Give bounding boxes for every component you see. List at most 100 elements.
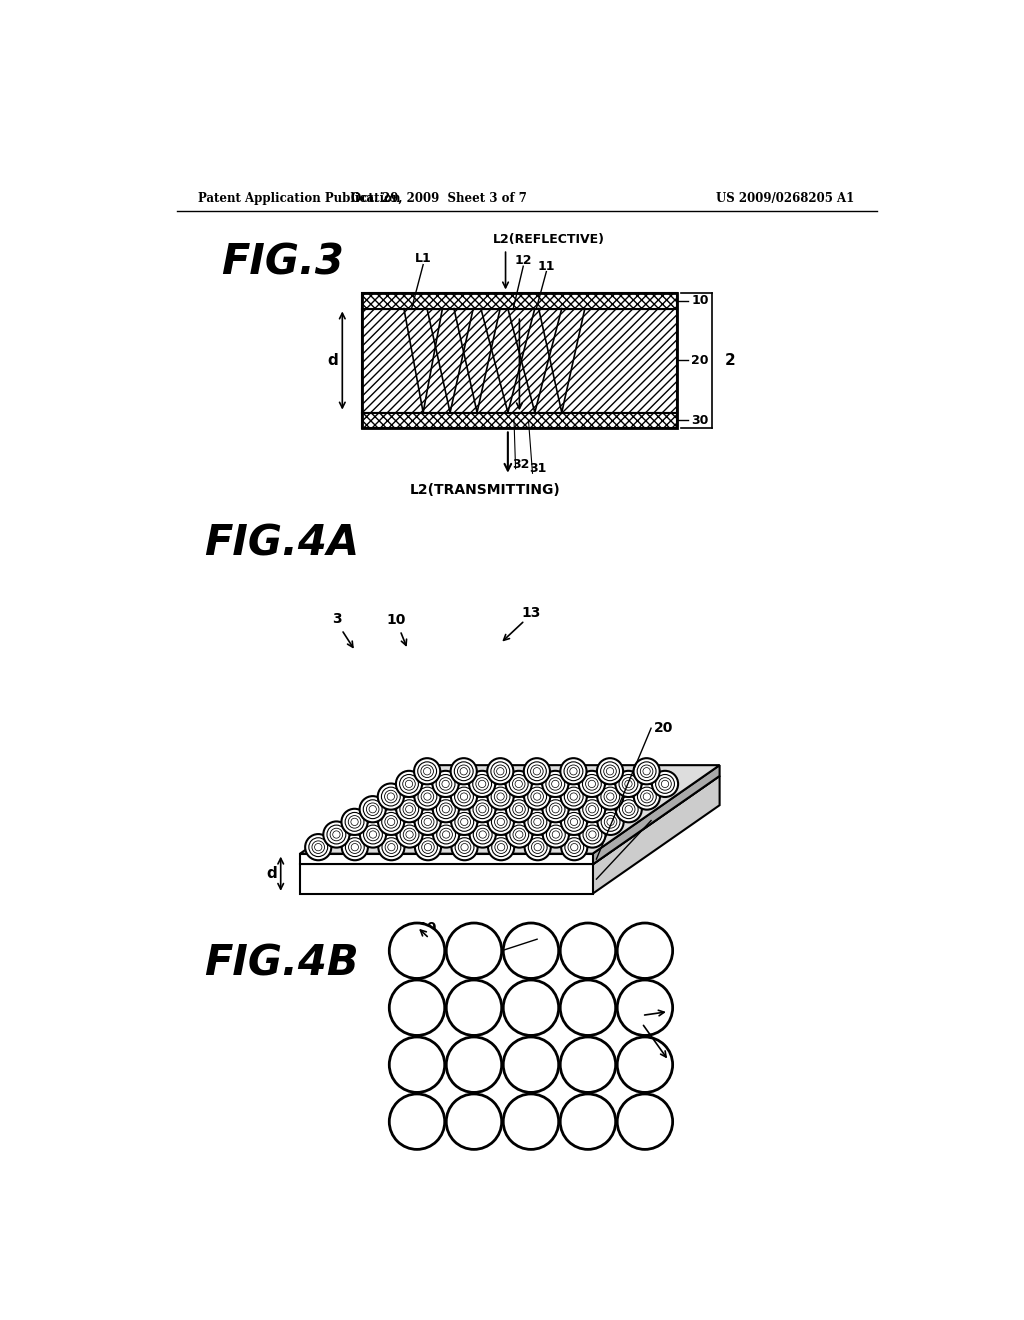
Circle shape [561, 834, 588, 861]
Circle shape [506, 796, 532, 822]
Circle shape [524, 784, 550, 809]
Circle shape [305, 834, 332, 861]
Bar [361, 309, 677, 412]
Circle shape [378, 834, 404, 861]
Circle shape [634, 758, 659, 784]
Circle shape [452, 809, 477, 836]
Circle shape [389, 1094, 444, 1150]
Circle shape [469, 796, 496, 822]
Circle shape [503, 979, 559, 1035]
Text: 11: 11 [538, 260, 555, 273]
Circle shape [503, 923, 559, 978]
Text: 20: 20 [691, 354, 709, 367]
Text: L2(TRANSMITTING): L2(TRANSMITTING) [410, 483, 560, 496]
Circle shape [617, 1038, 673, 1093]
Circle shape [560, 1038, 615, 1093]
Circle shape [615, 796, 642, 822]
Circle shape [560, 1094, 615, 1150]
Circle shape [597, 758, 624, 784]
Text: 32: 32 [512, 458, 529, 471]
Circle shape [543, 796, 568, 822]
Circle shape [432, 771, 459, 797]
Circle shape [503, 1038, 559, 1093]
Circle shape [389, 979, 444, 1035]
Bar [361, 309, 677, 412]
Text: 13: 13 [643, 1012, 662, 1026]
Circle shape [433, 796, 459, 822]
Circle shape [579, 796, 605, 822]
Bar [361, 293, 677, 428]
Circle shape [415, 809, 440, 836]
Text: FIG.4A: FIG.4A [204, 523, 358, 565]
Circle shape [597, 784, 624, 809]
Text: L1: L1 [415, 252, 431, 265]
Circle shape [451, 758, 477, 784]
Text: 2: 2 [725, 352, 736, 368]
Polygon shape [593, 776, 720, 894]
Circle shape [542, 771, 568, 797]
Circle shape [617, 1094, 673, 1150]
Circle shape [487, 809, 514, 836]
Circle shape [396, 796, 422, 822]
Circle shape [446, 979, 502, 1035]
Circle shape [342, 834, 368, 861]
Circle shape [446, 923, 502, 978]
Text: 14: 14 [527, 927, 547, 941]
Circle shape [324, 821, 349, 847]
Circle shape [378, 809, 404, 836]
Text: US 2009/0268205 A1: US 2009/0268205 A1 [716, 191, 854, 205]
Polygon shape [300, 865, 593, 894]
Text: FIG.4B: FIG.4B [204, 942, 358, 983]
Circle shape [652, 771, 678, 797]
Circle shape [506, 821, 532, 847]
Polygon shape [300, 776, 720, 865]
Circle shape [415, 784, 440, 809]
Circle shape [378, 784, 403, 809]
Circle shape [396, 821, 423, 847]
Text: d: d [266, 866, 276, 882]
Text: 10: 10 [418, 921, 436, 936]
Bar [361, 412, 677, 428]
Text: 13: 13 [521, 606, 541, 619]
Circle shape [579, 771, 605, 797]
Bar [361, 293, 677, 309]
Circle shape [597, 809, 624, 836]
Circle shape [414, 758, 440, 784]
Text: 10: 10 [691, 294, 709, 308]
Circle shape [470, 821, 496, 847]
Circle shape [341, 809, 368, 836]
Text: Patent Application Publication: Patent Application Publication [199, 191, 400, 205]
Circle shape [359, 821, 386, 847]
Circle shape [560, 784, 587, 809]
Text: FIG.3: FIG.3 [221, 242, 344, 284]
Circle shape [560, 979, 615, 1035]
Circle shape [524, 809, 551, 836]
Circle shape [560, 758, 587, 784]
Circle shape [488, 834, 514, 861]
Circle shape [506, 771, 531, 797]
Text: d: d [327, 352, 338, 368]
Circle shape [396, 771, 422, 797]
Circle shape [615, 771, 642, 797]
Circle shape [543, 821, 569, 847]
Polygon shape [300, 766, 720, 854]
Circle shape [389, 1038, 444, 1093]
Polygon shape [300, 854, 593, 865]
Text: L2(REFLECTIVE): L2(REFLECTIVE) [493, 232, 604, 246]
Text: 12: 12 [514, 255, 532, 268]
Polygon shape [593, 766, 720, 865]
Circle shape [452, 834, 477, 861]
Circle shape [433, 821, 459, 847]
Text: 3: 3 [332, 612, 342, 626]
Circle shape [524, 758, 550, 784]
Bar [361, 412, 677, 428]
Circle shape [469, 771, 496, 797]
Circle shape [561, 809, 587, 836]
Circle shape [446, 1038, 502, 1093]
Circle shape [617, 923, 673, 978]
Text: Oct. 29, 2009  Sheet 3 of 7: Oct. 29, 2009 Sheet 3 of 7 [350, 191, 526, 205]
Circle shape [560, 923, 615, 978]
Circle shape [389, 923, 444, 978]
Circle shape [451, 784, 477, 809]
Circle shape [446, 1094, 502, 1150]
